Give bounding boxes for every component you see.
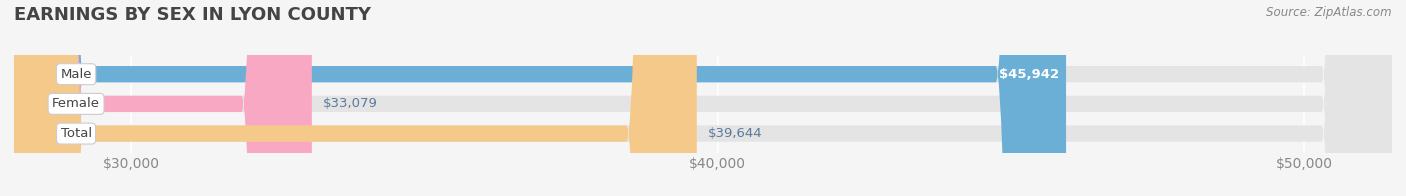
FancyBboxPatch shape — [14, 0, 1392, 196]
Text: Male: Male — [60, 68, 91, 81]
Text: $45,942: $45,942 — [1000, 68, 1059, 81]
Text: EARNINGS BY SEX IN LYON COUNTY: EARNINGS BY SEX IN LYON COUNTY — [14, 6, 371, 24]
Text: $39,644: $39,644 — [707, 127, 762, 140]
Text: Total: Total — [60, 127, 91, 140]
Text: $33,079: $33,079 — [323, 97, 378, 110]
FancyBboxPatch shape — [14, 0, 1066, 196]
FancyBboxPatch shape — [14, 0, 697, 196]
FancyBboxPatch shape — [14, 0, 1392, 196]
Text: Source: ZipAtlas.com: Source: ZipAtlas.com — [1267, 6, 1392, 19]
FancyBboxPatch shape — [14, 0, 1392, 196]
FancyBboxPatch shape — [14, 0, 312, 196]
Text: Female: Female — [52, 97, 100, 110]
